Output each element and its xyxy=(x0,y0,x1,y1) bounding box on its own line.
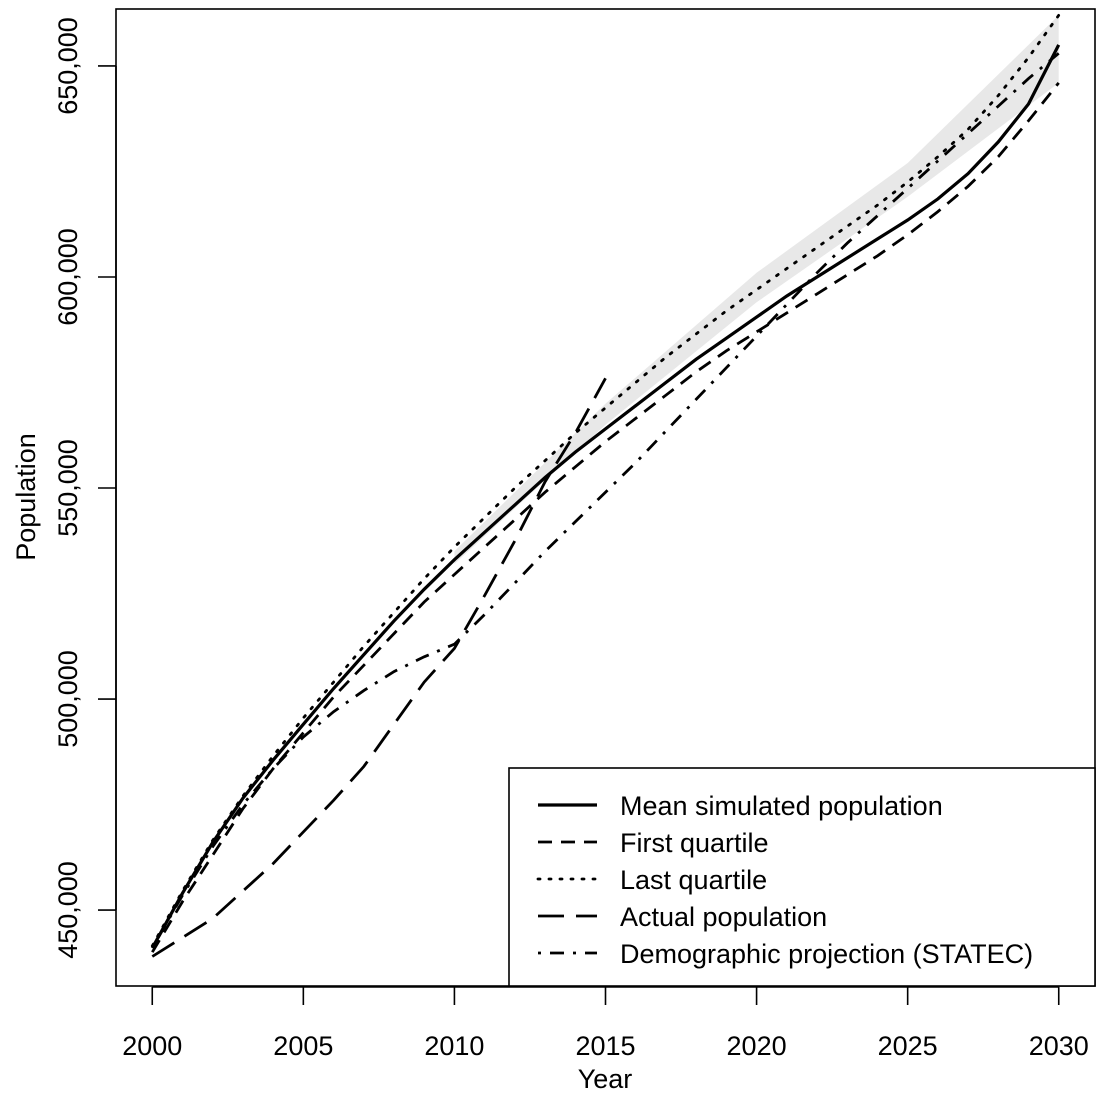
legend-label-5: Demographic projection (STATEC) xyxy=(620,939,1033,969)
legend-label-2: First quartile xyxy=(620,828,769,858)
x-tick-label: 2005 xyxy=(273,1031,333,1061)
legend-box xyxy=(508,767,1096,987)
legend-label-1: Mean simulated population xyxy=(620,791,943,821)
y-tick-label: 550,000 xyxy=(53,439,83,537)
quartile-band-layer xyxy=(454,15,1059,565)
x-axis-title: Year xyxy=(578,1064,633,1094)
x-tick-label: 2030 xyxy=(1029,1031,1089,1061)
y-axis: 450,000 500,000 550,000 600,000 650,000 xyxy=(53,17,117,959)
series-line-4 xyxy=(151,377,607,958)
y-tick-label: 600,000 xyxy=(53,228,83,326)
y-tick-label: 650,000 xyxy=(53,17,83,115)
legend-label-3: Last quartile xyxy=(620,865,767,895)
legend-label-4: Actual population xyxy=(620,902,827,932)
x-tick-label: 2015 xyxy=(575,1031,635,1061)
y-tick-label: 500,000 xyxy=(53,650,83,748)
y-tick-label: 450,000 xyxy=(53,861,83,959)
x-tick-label: 2025 xyxy=(878,1031,938,1061)
y-axis-title: Population xyxy=(11,433,41,561)
x-axis: 2000 2005 2010 2015 2020 2025 2030 xyxy=(122,986,1089,1061)
legend: Mean simulated population First quartile L… xyxy=(508,767,1096,987)
series-layer xyxy=(150,13,1061,958)
x-tick-label: 2010 xyxy=(424,1031,484,1061)
quartile-band xyxy=(454,15,1059,565)
x-tick-label: 2000 xyxy=(122,1031,182,1061)
series-line-1 xyxy=(150,44,1061,949)
x-tick-label: 2020 xyxy=(727,1031,787,1061)
series-line-5 xyxy=(151,52,1060,949)
series-line-2 xyxy=(151,82,1060,953)
series-line-3 xyxy=(150,13,1061,948)
